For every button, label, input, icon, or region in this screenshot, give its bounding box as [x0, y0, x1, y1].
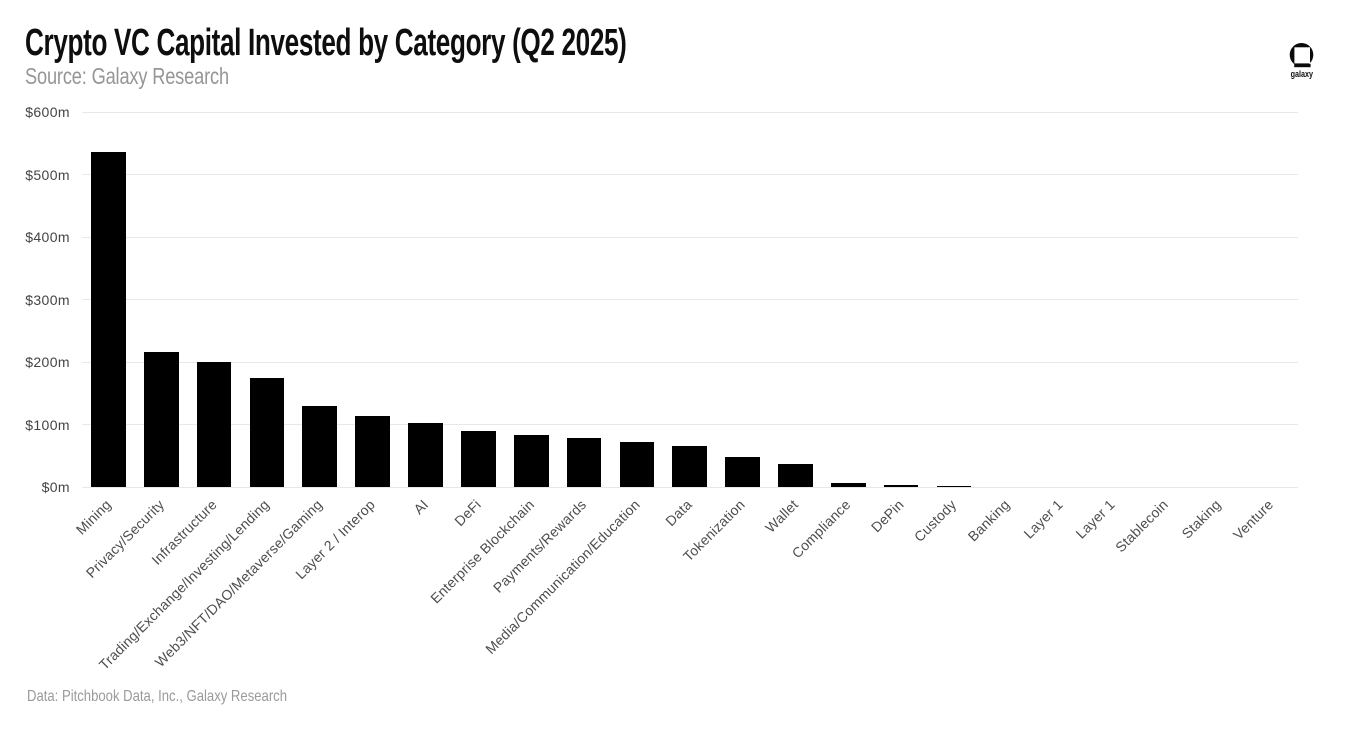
bar-custody — [936, 485, 972, 487]
gridline-500m — [82, 174, 1298, 176]
gridline-100m — [82, 424, 1298, 426]
chart-subtitle: Source: Galaxy Research — [25, 63, 229, 89]
bar-infrastructure — [196, 362, 232, 487]
y-tick-label: $600m — [25, 104, 70, 121]
x-tick-label-data: Data — [662, 496, 696, 530]
chart-title: Crypto VC Capital Invested by Category (… — [25, 22, 627, 64]
gridline-200m — [82, 361, 1298, 363]
bar-enterprise-blockchain — [513, 434, 549, 487]
bar-depin — [883, 485, 919, 487]
bar-layer-2-interop — [355, 415, 390, 487]
x-tick-label-defi: DeFi — [451, 496, 484, 530]
gridline-600m — [82, 111, 1298, 113]
gridline-300m — [82, 299, 1298, 301]
bar-data — [672, 445, 708, 487]
bar-mining — [91, 152, 126, 487]
x-tick-label-layer-1: Layer 1 — [1019, 496, 1066, 542]
galaxy-logo: galaxy — [1288, 43, 1314, 79]
x-tick-label-venture: Venture — [1230, 496, 1277, 543]
y-tick-label: $0m — [41, 479, 70, 495]
y-tick-label: $400m — [25, 229, 70, 246]
galaxy-wordmark: galaxy — [1290, 69, 1314, 79]
x-tick-label-payments-rewards: Payments/Rewards — [490, 496, 590, 596]
y-tick-label: $100m — [25, 416, 70, 433]
x-tick-label-staking: Staking — [1178, 496, 1224, 542]
y-tick-label: $500m — [25, 166, 70, 183]
bar-trading-exchange-investing-lending — [249, 377, 285, 487]
x-tick-label-wallet: Wallet — [761, 496, 802, 536]
bar-defi — [461, 430, 496, 487]
x-tick-label-mining: Mining — [72, 496, 115, 538]
gridline-0m — [82, 486, 1298, 488]
data-credit: Data: Pitchbook Data, Inc., Galaxy Resea… — [27, 688, 288, 705]
x-tick-label-custody: Custody — [910, 496, 960, 545]
bar-web3-nft-dao-metaverse-gaming — [302, 405, 338, 487]
gridline-400m — [82, 236, 1298, 238]
bar-payments-rewards — [566, 438, 602, 487]
bar-compliance — [830, 483, 866, 487]
x-tick-label-layer-1: Layer 1 — [1072, 496, 1119, 542]
bar-wallet — [778, 463, 813, 487]
x-tick-label-stablecoin: Stablecoin — [1112, 496, 1171, 556]
bar-media-communication-education — [619, 442, 655, 487]
galaxy-helmet-icon — [1289, 43, 1313, 68]
x-tick-label-enterprise-blockchain: Enterprise Blockchain — [426, 496, 537, 607]
x-tick-label-banking: Banking — [964, 496, 1013, 545]
x-tick-label-depin: DePin — [867, 496, 907, 536]
y-tick-label: $300m — [25, 291, 70, 308]
bar-tokenization — [725, 457, 760, 487]
y-tick-label: $200m — [25, 354, 70, 371]
x-tick-label-ai: AI — [410, 496, 432, 518]
bar-privacy-security — [143, 352, 179, 487]
bar-ai — [408, 422, 443, 487]
